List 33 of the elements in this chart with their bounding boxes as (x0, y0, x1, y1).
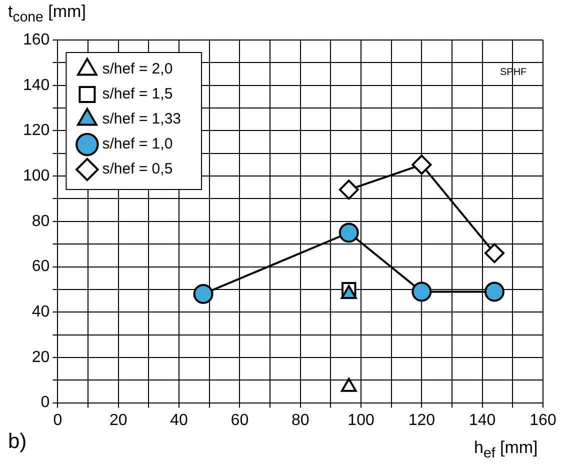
x-tick-label: 120 (408, 412, 436, 429)
point (484, 282, 504, 302)
point (412, 282, 432, 302)
y-tick-label: 100 (22, 167, 50, 184)
legend-label: s/hef = 2,0 (102, 60, 173, 78)
point (484, 243, 504, 264)
x-tick-label: 100 (348, 412, 374, 429)
point (338, 222, 359, 243)
y-tick-label: 60 (32, 258, 50, 276)
point (412, 154, 432, 175)
point (338, 180, 359, 200)
legend-label: s/hef = 0,5 (102, 160, 173, 178)
legend-label: s/hef = 1,0 (102, 136, 173, 153)
y-axis-title: t$_{cone}$ [mm] (8, 2, 86, 26)
x-tick-label: 140 (468, 412, 496, 429)
x-tick-label: 40 (170, 412, 188, 429)
legend-label: s/hef = 1,33 (102, 110, 182, 128)
y-tick-label: 140 (22, 76, 50, 94)
text: b) (8, 430, 27, 454)
x-tick-label: 60 (230, 412, 249, 429)
y-tick-label: 160 (22, 31, 50, 48)
x-tick-label: 160 (530, 412, 556, 429)
y-tick-label: 80 (32, 212, 50, 230)
y-tick-label: 0 (40, 394, 50, 412)
y-tick-label: 120 (22, 122, 50, 140)
y-tick-label: 40 (32, 304, 50, 321)
x-tick-label: 20 (109, 412, 128, 429)
y-tick-label: 20 (32, 348, 50, 366)
legend-label: s/hef = 1,5 (102, 86, 173, 103)
point (193, 284, 214, 304)
x-tick-label: 80 (291, 412, 310, 429)
x-tick-label: 0 (53, 412, 62, 429)
x-axis-title: h$_{ef}$ [mm] (474, 438, 538, 462)
